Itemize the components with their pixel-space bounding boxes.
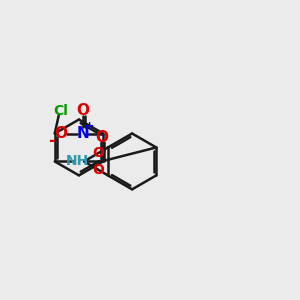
Text: Cl: Cl (53, 103, 68, 118)
Text: O: O (76, 103, 89, 118)
Text: N: N (76, 126, 89, 141)
Text: O: O (54, 126, 67, 141)
Text: O: O (93, 146, 104, 160)
Text: -: - (49, 132, 56, 150)
Text: O: O (93, 163, 104, 177)
Text: O: O (95, 130, 108, 145)
Text: +: + (85, 122, 94, 131)
Text: NH: NH (66, 154, 89, 168)
